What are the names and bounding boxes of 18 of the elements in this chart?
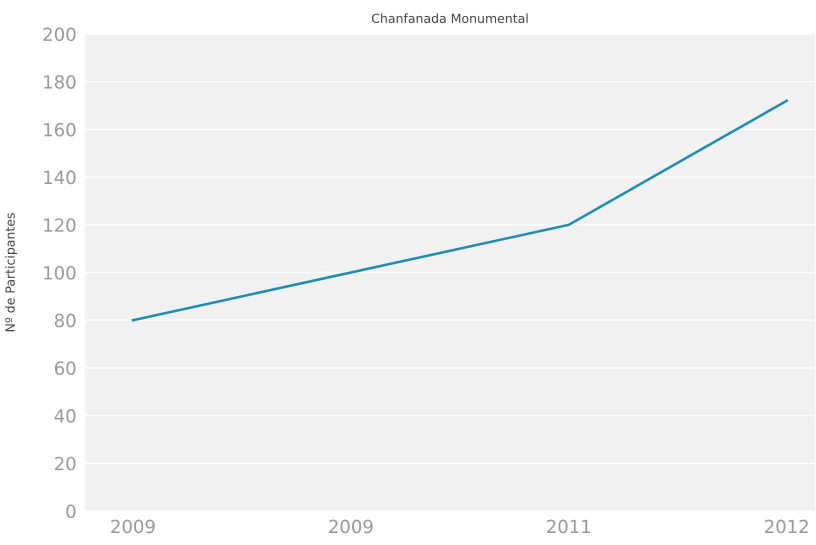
chart-title: Chanfanada Monumental	[372, 13, 528, 24]
y-tick-label: 180	[44, 75, 76, 89]
y-tick-label: 60	[54, 361, 76, 376]
y-tick-label: 120	[44, 218, 76, 232]
y-tick-label: 80	[54, 314, 76, 328]
x-tick-label: 2009	[329, 520, 373, 534]
line-series	[132, 100, 788, 322]
y-tick-label: 160	[44, 122, 76, 137]
y-tick-label: 40	[54, 409, 76, 423]
y-tick-label: 140	[44, 170, 76, 184]
y-axis-title: Nº de Participantes	[5, 213, 18, 332]
y-tick-label: 20	[55, 456, 76, 470]
x-tick-label: 2011	[547, 520, 590, 534]
y-tick-label: 100	[44, 266, 76, 280]
y-tick-label: 0	[66, 504, 76, 518]
y-tick-label: 200	[44, 27, 76, 42]
x-tick-label: 2009	[111, 520, 155, 534]
x-tick-label: 2012	[765, 520, 808, 534]
